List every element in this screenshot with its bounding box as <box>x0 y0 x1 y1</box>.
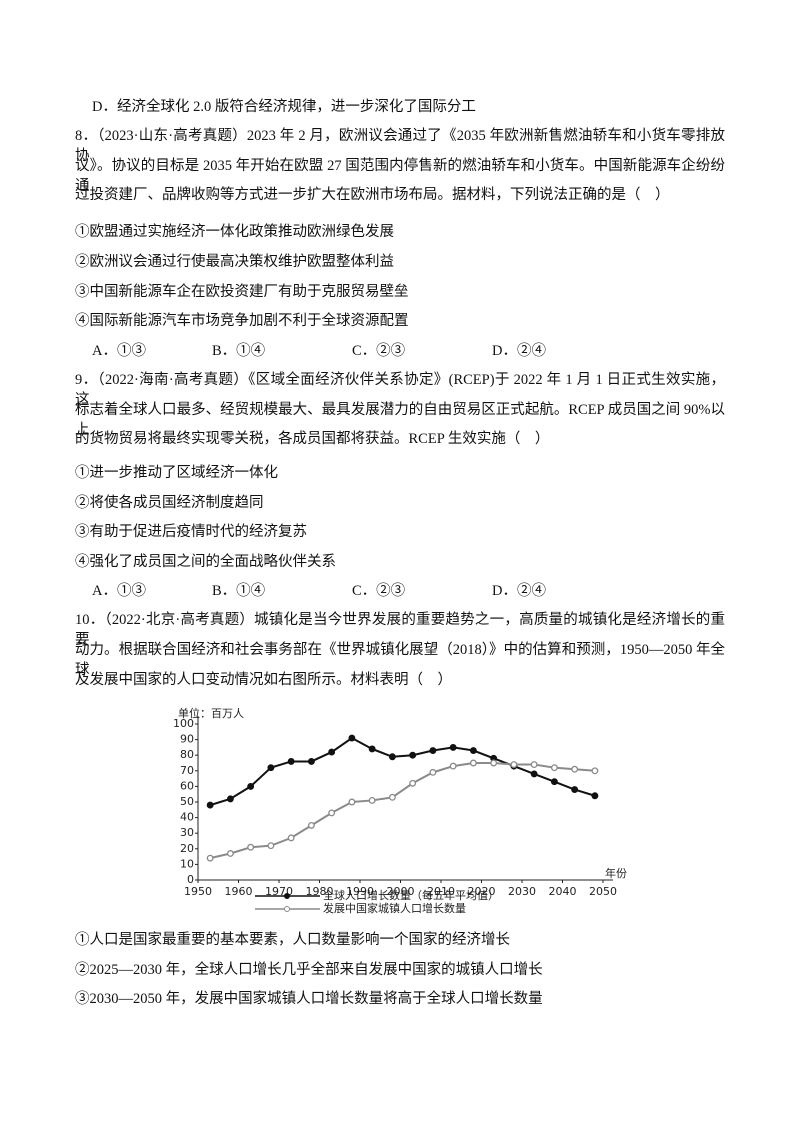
question-stem: 及发展中国家的人口变动情况如右图所示。材料表明（ ） <box>75 672 452 688</box>
question-stem: 过投资建厂、品牌收购等方式进一步扩大在欧洲市场布局。据材料，下列说法正确的是（ … <box>75 187 670 203</box>
question-stem: 的货物贸易将最终实现零关税，各成员国都将获益。RCEP 生效实施（ ） <box>75 431 550 447</box>
option: C．②③ <box>352 343 406 359</box>
option: B．①④ <box>212 343 266 359</box>
question-stem: 标志着全球人口最多、经贸规模最大、最具发展潜力的自由贸易区正式起航。RCEP 成… <box>75 402 725 438</box>
statement: ③2030—2050 年，发展中国家城镇人口增长数量将高于全球人口增长数量 <box>75 991 543 1007</box>
statement: ①欧盟通过实施经济一体化政策推动欧洲绿色发展 <box>75 224 394 240</box>
option: A．①③ <box>92 583 146 599</box>
option: D．②④ <box>492 343 546 359</box>
statement: ②将使各成员国经济制度趋同 <box>75 495 264 511</box>
statement: ④强化了成员国之间的全面战略伙伴关系 <box>75 554 336 570</box>
option: A．①③ <box>92 343 146 359</box>
question-stem: 10．（2022·北京·高考真题）城镇化是当今世界发展的重要趋势之一，高质量的城… <box>75 612 725 648</box>
statement: ③有助于促进后疫情时代的经济复苏 <box>75 524 307 540</box>
question-stem: 8．（2023·山东·高考真题）2023 年 2 月，欧洲议会通过了《2035 … <box>75 128 725 164</box>
statement: ①进一步推动了区域经济一体化 <box>75 465 278 481</box>
statement: ①人口是国家最重要的基本要素，人口数量影响一个国家的经济增长 <box>75 932 510 948</box>
option: B．①④ <box>212 583 266 599</box>
question-stem: 议》。协议的目标是 2035 年开始在欧盟 27 国范围内停售新的燃油轿车和小货… <box>75 158 725 194</box>
statement: ②2025—2030 年，全球人口增长几乎全部来自发展中国家的城镇人口增长 <box>75 962 543 978</box>
statement: ③中国新能源车企在欧投资建厂有助于克服贸易壁垒 <box>75 284 409 300</box>
question-stem: 9．（2022·海南·高考真题）《区域全面经济伙伴关系协定》(RCEP)于 20… <box>75 372 725 408</box>
option: D．②④ <box>492 583 546 599</box>
statement: ②欧洲议会通过行使最高决策权维护欧盟整体利益 <box>75 254 394 270</box>
question-stem: 动力。根据联合国经济和社会事务部在《世界城镇化展望（2018）》中的估算和预测，… <box>75 642 725 678</box>
option: D．经济全球化 2.0 版符合经济规律，进一步深化了国际分工 <box>92 99 476 115</box>
statement: ④国际新能源汽车市场竞争加剧不利于全球资源配置 <box>75 313 409 329</box>
option: C．②③ <box>352 583 406 599</box>
